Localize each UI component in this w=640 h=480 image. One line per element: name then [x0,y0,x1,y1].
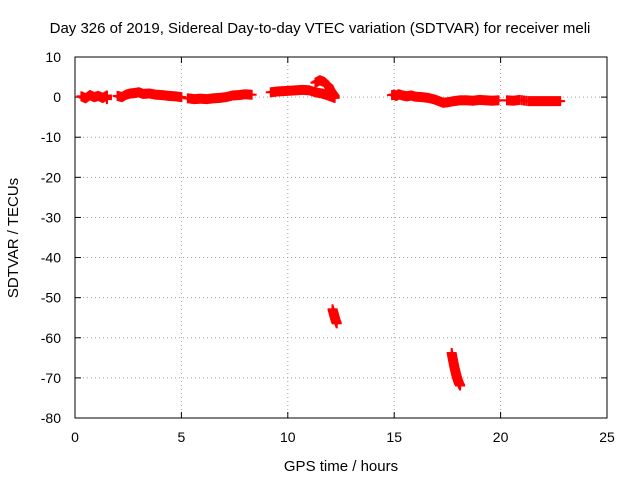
y-tick-label: -10 [41,129,61,145]
series-arc-5 [310,75,340,101]
data-point [555,96,566,107]
data-points [76,75,566,391]
data-point [101,94,112,105]
data-point [176,92,187,103]
plot-frame [74,56,608,419]
x-tick-label: 10 [280,429,296,445]
y-tick-label: -20 [41,169,61,185]
series-arc-8 [446,348,466,391]
data-point [246,89,257,100]
series-arc-1 [76,90,112,105]
y-tick-label: -50 [41,290,61,306]
y-axis-label: SDTVAR / TECUs [5,178,22,298]
y-tick-label: 0 [53,89,61,105]
data-point [331,318,342,329]
x-tick-label: 25 [599,429,615,445]
series-arc-2 [112,87,187,103]
series-arc-6 [327,304,342,329]
series-arc-9 [501,94,566,107]
data-point [493,95,504,106]
x-tick-label: 20 [493,429,509,445]
y-tick-label: -40 [41,250,61,266]
x-tick-label: 0 [71,429,79,445]
data-point [329,90,340,101]
x-tick-label: 5 [178,429,186,445]
y-tick-label: -30 [41,209,61,225]
data-point [455,380,466,391]
y-tick-label: 10 [45,49,61,65]
y-tick-label: -70 [41,370,61,386]
grid [75,57,607,418]
series-arc-7 [387,89,504,108]
x-axis-label: GPS time / hours [284,458,398,475]
y-tick-label: -60 [41,330,61,346]
x-tick-label: 15 [386,429,402,445]
chart-title: Day 326 of 2019, Sidereal Day-to-day VTE… [50,20,591,37]
axis-ticks: 0 5 10 15 20 25 -80 -70 -60 -50 -40 -30 -20 -10 0 10 [41,49,615,445]
series-arc-4 [265,84,340,103]
y-tick-label: -80 [41,410,61,426]
series-arc-3 [182,89,257,105]
